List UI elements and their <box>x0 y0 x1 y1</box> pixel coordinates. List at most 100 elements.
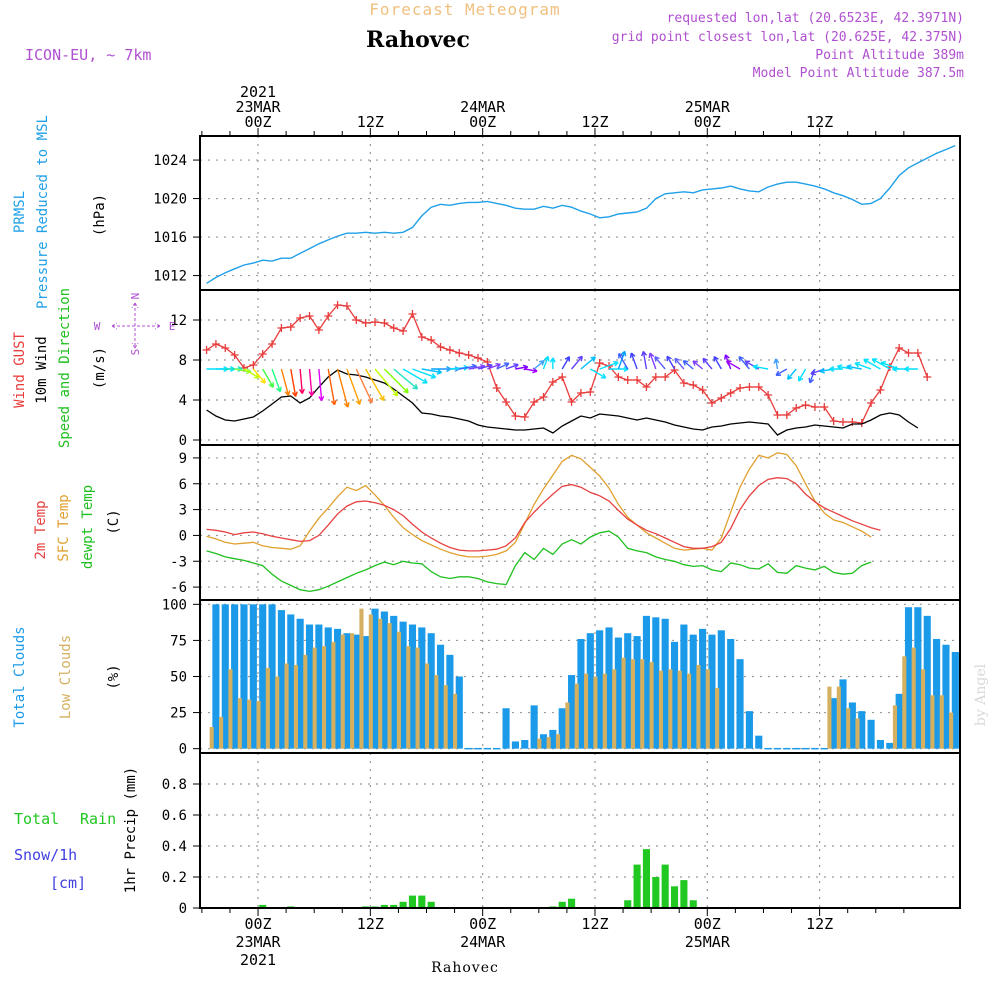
gust-marker <box>548 378 557 386</box>
gust-marker <box>258 350 267 358</box>
wind-arrow <box>797 368 807 382</box>
model-altitude: Model Point Altitude 387.5m <box>753 66 964 81</box>
gust-marker <box>670 366 679 374</box>
temp-sfc-label: SFC Temp <box>56 494 72 561</box>
gust-marker <box>342 302 351 310</box>
compass-s: S <box>129 349 142 356</box>
precip-bar <box>689 900 697 908</box>
total-cloud-bar <box>699 628 707 749</box>
y-tick-label: 50 <box>170 670 187 686</box>
top-time-label: 2021 <box>240 83 276 101</box>
pressure-unit: (hPa) <box>92 194 108 236</box>
total-cloud-bar <box>933 638 941 749</box>
pressure-labels: PRMSL Pressure Reduced to MSL (hPa) <box>12 115 108 309</box>
low-cloud-bar <box>424 663 430 749</box>
total-cloud-bar <box>830 698 838 749</box>
total-cloud-bar <box>249 604 257 749</box>
low-cloud-bar <box>537 738 542 749</box>
y-tick-label: 1024 <box>153 153 187 169</box>
wind-arrow <box>571 355 583 370</box>
low-cloud-bar <box>658 670 664 749</box>
gust-marker <box>623 376 632 384</box>
total-cloud-bar <box>315 624 323 749</box>
wind-arrow <box>854 361 872 370</box>
total-cloud-bar <box>446 654 454 749</box>
y-tick-label: 6 <box>179 477 187 493</box>
total-cloud-bar <box>427 633 435 749</box>
gust-marker <box>277 324 286 332</box>
low-cloud-bar <box>911 647 916 749</box>
gust-marker <box>567 398 576 406</box>
precip-bar <box>558 901 566 908</box>
low-cloud-bar <box>368 614 373 749</box>
low-cloud-bar <box>827 686 832 749</box>
gust-marker <box>782 411 791 419</box>
bottom-time-label: 24MAR <box>460 933 506 951</box>
gust-marker <box>530 398 539 406</box>
gust-marker <box>230 351 239 359</box>
wind-arrow <box>580 356 596 370</box>
low-cloud-bar <box>686 673 692 749</box>
y-tick-label: 0.6 <box>162 808 187 824</box>
low-cloud-bar <box>275 676 280 749</box>
point-altitude: Point Altitude 389m <box>815 48 964 63</box>
compass-rose: N S W E <box>94 293 176 356</box>
low-cloud-bar <box>350 633 355 749</box>
total-cloud-bar <box>334 628 342 749</box>
precip-bar <box>568 898 576 908</box>
wind-arrow <box>599 360 619 370</box>
top-time-label: 25MAR <box>685 98 731 116</box>
wind-line <box>206 369 919 436</box>
precip-bar <box>670 886 679 908</box>
gust-marker <box>371 318 380 326</box>
precip-cm-label: [cm] <box>50 874 86 892</box>
total-cloud-bar <box>876 740 884 749</box>
gust-marker <box>651 373 660 381</box>
gust-marker <box>211 340 220 348</box>
y-tick-label: 4 <box>179 393 187 409</box>
total-cloud-bar <box>399 621 407 749</box>
total-cloud-bar <box>455 676 463 749</box>
low-cloud-bar <box>340 634 345 749</box>
wind-arrow <box>515 364 529 371</box>
pressure-label-1: PRMSL <box>12 191 28 233</box>
gust-marker <box>679 379 688 387</box>
y-tick-label: 1012 <box>153 269 187 285</box>
total-cloud-bar <box>886 742 894 749</box>
top-time-label: 00Z <box>244 113 271 131</box>
precip-rain-label: Rain <box>80 810 116 828</box>
y-tick-label: 0.4 <box>162 839 187 855</box>
gust-marker <box>464 351 473 359</box>
total-cloud-bar <box>408 624 417 749</box>
gust-marker <box>389 324 398 332</box>
total-cloud-bar <box>848 702 856 749</box>
total-cloud-bar <box>511 741 519 749</box>
panel-frame <box>199 135 961 291</box>
total-cloud-bar <box>521 740 529 749</box>
wind-arrow <box>561 356 571 370</box>
gust-marker <box>876 386 885 394</box>
gust-marker <box>558 373 567 381</box>
y-tick-label: 0 <box>179 528 187 544</box>
bottom-time-label: 12Z <box>806 915 833 933</box>
total-cloud-bar <box>277 610 285 749</box>
total-cloud-bar <box>633 636 641 749</box>
wind-arrow <box>290 368 298 397</box>
gust-marker <box>324 312 333 320</box>
gust-marker <box>614 373 623 381</box>
precip-bar <box>633 864 641 908</box>
gust-marker <box>202 346 211 354</box>
wind-arrow <box>393 368 419 390</box>
gust-marker <box>445 346 454 354</box>
gust-marker <box>361 319 370 327</box>
low-cloud-bar <box>247 699 252 749</box>
total-clouds-label: Total Clouds <box>12 626 28 727</box>
precip-bar <box>399 901 407 908</box>
wind-arrow <box>775 368 788 376</box>
gust-marker <box>642 383 651 391</box>
total-cloud-bar <box>736 659 744 749</box>
total-cloud-bar <box>231 604 239 749</box>
total-cloud-bar <box>221 604 229 749</box>
total-cloud-bar <box>212 604 220 749</box>
